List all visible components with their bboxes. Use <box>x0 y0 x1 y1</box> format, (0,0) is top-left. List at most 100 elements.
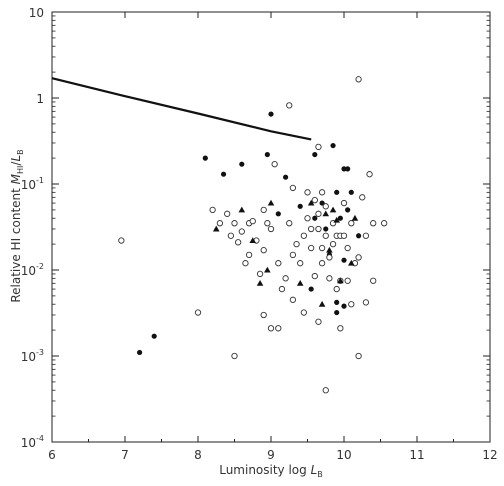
filled-triangle-point <box>348 259 355 266</box>
filled-circle-point <box>264 151 270 158</box>
filled-circle-point <box>137 349 143 356</box>
x-tick-label: 12 <box>482 448 497 462</box>
x-tick-label: 6 <box>48 448 56 462</box>
open-circle-point <box>355 76 362 83</box>
filled-triangle-point <box>322 210 330 217</box>
filled-circle-point <box>334 299 340 306</box>
open-circle-point <box>231 352 238 360</box>
open-circle-point <box>227 232 235 239</box>
filled-circle-point <box>275 211 281 217</box>
open-circle-point <box>318 189 326 196</box>
filled-triangle-point <box>329 206 337 213</box>
filled-circle-point <box>334 189 340 195</box>
open-circle-point <box>362 232 370 239</box>
open-circle-point <box>278 285 286 293</box>
open-circle-point <box>282 275 289 282</box>
open-circle-point <box>344 244 351 252</box>
open-circle-point <box>267 225 275 233</box>
filled-circle-point <box>239 161 245 167</box>
filled-circle-point <box>323 226 329 232</box>
filled-circle-point <box>337 215 343 221</box>
trend-line <box>51 77 312 141</box>
open-circle-point <box>304 189 311 196</box>
open-circle-point <box>271 161 278 168</box>
filled-triangle-point <box>333 216 340 223</box>
filled-circle-point <box>345 166 351 172</box>
filled-circle-point <box>297 203 303 209</box>
open-circle-point <box>315 225 322 233</box>
open-circle-point <box>275 325 282 332</box>
filled-circle-point <box>330 142 336 149</box>
x-tick-label: 7 <box>121 448 129 462</box>
filled-triangle-point <box>307 199 315 206</box>
open-circle-point <box>260 311 267 319</box>
filled-circle-point <box>151 333 157 339</box>
open-circle-point <box>245 251 253 259</box>
open-circle-point <box>370 277 377 284</box>
filled-circle-point <box>308 286 314 292</box>
open-circle-point <box>348 220 355 227</box>
open-circle-point <box>209 206 216 214</box>
y-tick-label: 10-3 <box>21 348 44 364</box>
open-circle-point <box>304 215 311 222</box>
open-circle-point <box>256 270 264 278</box>
open-circle-point <box>355 254 362 261</box>
open-circle-point <box>286 102 293 109</box>
open-circle-point <box>340 232 348 239</box>
open-circle-point <box>326 254 333 261</box>
open-circle-point <box>322 203 329 210</box>
open-circle-point <box>267 325 275 332</box>
open-circle-point <box>315 210 322 217</box>
filled-triangle-point <box>318 300 326 307</box>
open-circle-point <box>242 260 249 267</box>
y-tick-label: 10-4 <box>21 434 44 450</box>
open-circle-point <box>264 220 271 227</box>
open-circle-point <box>370 220 377 227</box>
open-circle-point <box>289 184 297 192</box>
open-circle-point <box>300 309 307 316</box>
open-circle-point <box>311 196 318 204</box>
open-circle-point <box>300 232 307 239</box>
filled-circle-point <box>341 303 347 309</box>
x-axis-title: Luminosity log LB <box>219 463 323 479</box>
open-circle-point <box>297 260 304 267</box>
filled-triangle-point <box>264 266 271 273</box>
filled-circle-point <box>220 171 227 177</box>
open-circle-point <box>348 301 355 308</box>
open-circle-point <box>344 277 351 284</box>
y-tick-label: 10-1 <box>21 176 44 192</box>
open-circle-point <box>355 352 362 360</box>
open-circle-point <box>224 210 231 217</box>
open-circle-point <box>234 239 242 246</box>
filled-circle-point <box>341 257 347 263</box>
filled-circle-point <box>312 151 318 158</box>
filled-circle-point <box>312 215 318 221</box>
filled-circle-point <box>341 166 347 172</box>
open-circle-point <box>293 240 300 248</box>
open-circle-point <box>322 232 329 239</box>
open-circle-point <box>322 387 329 394</box>
open-circle-point <box>260 206 267 214</box>
open-circle-point <box>329 240 337 248</box>
open-circle-point <box>275 260 282 267</box>
x-tick-label: 11 <box>409 448 424 462</box>
open-circle-point <box>326 275 333 282</box>
x-tick-label: 8 <box>194 448 202 462</box>
filled-triangle-point <box>267 199 275 206</box>
filled-circle-point <box>334 309 340 316</box>
open-circle-point <box>307 244 315 252</box>
data-points <box>118 76 388 394</box>
filled-circle-point <box>283 174 289 180</box>
open-circle-point <box>318 260 326 267</box>
filled-triangle-point <box>296 280 304 286</box>
open-circle-point <box>333 285 340 293</box>
x-tick-label: 10 <box>336 448 351 462</box>
filled-circle-point <box>345 207 351 213</box>
open-circle-point <box>337 325 344 332</box>
filled-triangle-point <box>212 225 220 232</box>
open-circle-point <box>260 247 267 254</box>
open-circle-point <box>307 225 315 233</box>
open-circle-point <box>216 220 224 227</box>
open-circle-point <box>362 299 370 306</box>
